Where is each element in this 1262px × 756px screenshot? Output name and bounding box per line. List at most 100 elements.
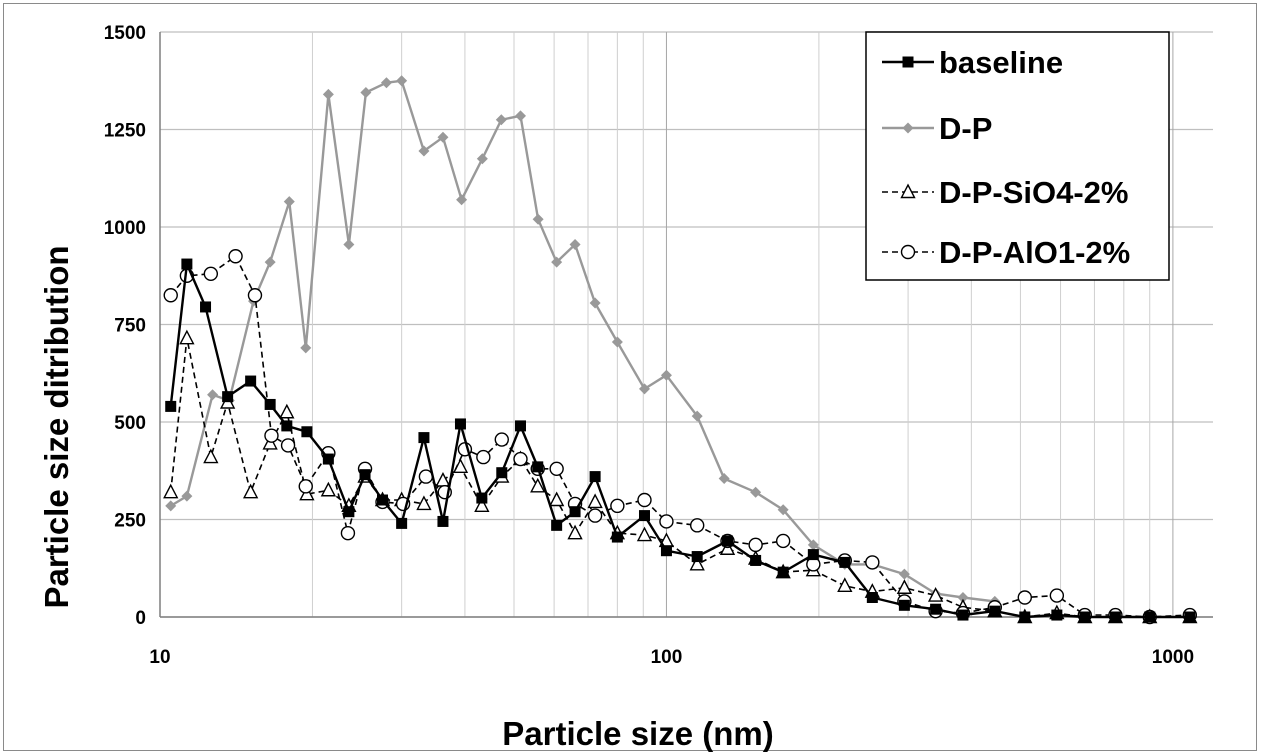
data-point: [280, 438, 296, 453]
data-point: [396, 517, 408, 529]
data-point: [569, 239, 581, 251]
data-point: [587, 508, 603, 523]
data-point: [418, 469, 434, 484]
legend-entry: D-P: [882, 111, 992, 146]
data-point: [689, 518, 705, 533]
data-point: [476, 153, 488, 165]
data-point: [689, 555, 705, 571]
data-point: [245, 375, 257, 387]
data-point: [807, 539, 819, 551]
series-d-p-sio4-2: [163, 329, 1198, 624]
data-point: [866, 592, 878, 603]
data-point: [691, 551, 703, 563]
data-point: [163, 483, 179, 499]
data-point: [247, 288, 263, 303]
data-point: [242, 483, 259, 499]
data-point: [1049, 588, 1065, 603]
data-point: [228, 249, 243, 264]
y-tick-label: 0: [135, 608, 146, 629]
data-point: [435, 471, 451, 487]
data-point: [264, 428, 279, 443]
data-point: [611, 336, 623, 348]
legend-label: D-P-AlO1-2%: [939, 235, 1130, 270]
data-point: [513, 451, 528, 467]
data-point: [532, 461, 544, 473]
data-point: [283, 196, 295, 208]
data-point: [322, 453, 334, 465]
data-point: [163, 288, 178, 303]
data-point: [496, 467, 508, 479]
data-point: [718, 473, 730, 485]
data-point: [396, 75, 408, 87]
data-point: [181, 490, 193, 502]
y-tick-label: 500: [114, 413, 146, 434]
data-point: [927, 587, 944, 602]
data-point: [896, 579, 913, 594]
data-point: [264, 398, 276, 410]
legend-swatch-marker: [902, 122, 914, 134]
data-point: [748, 537, 763, 553]
data-point: [775, 533, 791, 549]
series-line: [170, 255, 1190, 618]
data-point: [418, 432, 430, 444]
data-point: [179, 329, 195, 345]
data-point: [610, 498, 625, 514]
data-point: [320, 481, 337, 497]
data-point: [567, 524, 583, 540]
series-line: [169, 337, 1190, 618]
legend-swatch-marker: [900, 244, 916, 260]
data-point: [476, 449, 491, 465]
data-point: [165, 500, 177, 512]
data-point: [750, 486, 762, 498]
data-point: [930, 603, 942, 615]
data-point: [989, 605, 1001, 617]
data-point: [1144, 611, 1156, 623]
data-point: [1109, 611, 1121, 623]
data-point: [203, 448, 219, 464]
series-baseline: [165, 258, 1196, 623]
legend-entry: D-P-AlO1-2%: [882, 235, 1130, 270]
data-point: [750, 554, 762, 566]
data-point: [200, 301, 212, 313]
data-point: [360, 86, 372, 98]
data-point: [281, 420, 293, 432]
y-tick-label: 1500: [104, 23, 146, 44]
data-point: [659, 514, 674, 529]
series-layer: [163, 75, 1198, 625]
data-point: [437, 515, 449, 527]
data-point: [839, 556, 851, 568]
legend-swatch-marker: [900, 183, 916, 199]
y-axis-title: Particle size ditribution: [38, 245, 75, 608]
legend-label: D-P-SiO4-2%: [939, 175, 1128, 210]
data-point: [807, 549, 819, 561]
data-point: [589, 471, 601, 483]
data-point: [279, 403, 295, 419]
data-point: [376, 494, 388, 506]
data-point: [456, 194, 468, 206]
data-point: [777, 566, 789, 578]
legend-entry: baseline: [882, 45, 1063, 80]
data-point: [322, 88, 334, 100]
data-point: [474, 497, 490, 513]
data-point: [898, 568, 910, 580]
data-point: [1017, 590, 1032, 605]
data-point: [476, 492, 488, 504]
data-point: [1184, 611, 1196, 623]
data-point: [181, 258, 193, 270]
data-point: [301, 426, 313, 438]
data-point: [691, 410, 703, 422]
data-point: [551, 519, 563, 531]
legend-label: baseline: [939, 45, 1063, 80]
data-point: [514, 420, 526, 432]
data-point: [660, 369, 672, 381]
data-point: [454, 418, 466, 430]
data-point: [340, 525, 356, 541]
data-point: [1019, 611, 1031, 623]
data-point: [264, 256, 276, 268]
data-point: [343, 239, 355, 251]
data-point: [589, 297, 601, 309]
data-point: [1051, 609, 1063, 621]
y-tick-label: 1000: [104, 218, 146, 239]
data-point: [722, 535, 734, 547]
